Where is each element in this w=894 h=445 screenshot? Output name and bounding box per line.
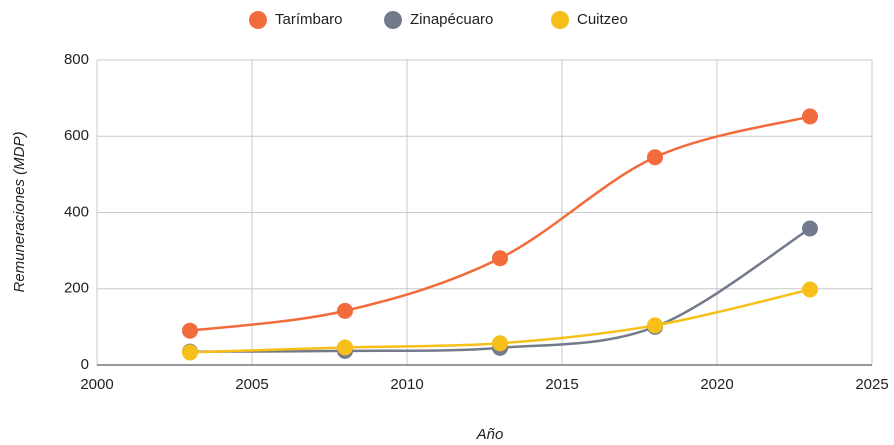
- data-point: [337, 339, 353, 356]
- x-tick-label: 2015: [545, 376, 578, 393]
- legend-label: Zinapécuaro: [410, 11, 493, 28]
- x-axis-label: Año: [476, 426, 504, 443]
- data-point: [647, 317, 663, 334]
- data-point: [802, 220, 818, 237]
- data-point: [647, 149, 663, 166]
- y-tick-label: 600: [64, 127, 89, 144]
- x-tick-label: 2000: [80, 376, 113, 393]
- legend-marker: [384, 11, 402, 29]
- x-tick-label: 2005: [235, 376, 268, 393]
- data-point: [337, 302, 353, 319]
- data-point: [802, 281, 818, 298]
- legend-label: Cuitzeo: [577, 11, 628, 28]
- legend-marker: [249, 11, 267, 29]
- y-tick-label: 200: [64, 280, 89, 297]
- x-tick-label: 2025: [855, 376, 888, 393]
- y-tick-label: 400: [64, 203, 89, 220]
- legend-marker: [551, 11, 569, 29]
- data-point: [802, 108, 818, 125]
- x-tick-label: 2020: [700, 376, 733, 393]
- y-axis-label: Remuneraciones (MDP): [11, 132, 28, 293]
- legend-label: Tarímbaro: [275, 11, 343, 28]
- data-point: [182, 344, 198, 361]
- data-point: [492, 335, 508, 352]
- data-point: [182, 322, 198, 339]
- y-tick-label: 0: [81, 356, 89, 373]
- x-tick-label: 2010: [390, 376, 423, 393]
- y-tick-label: 800: [64, 51, 89, 68]
- data-point: [492, 250, 508, 267]
